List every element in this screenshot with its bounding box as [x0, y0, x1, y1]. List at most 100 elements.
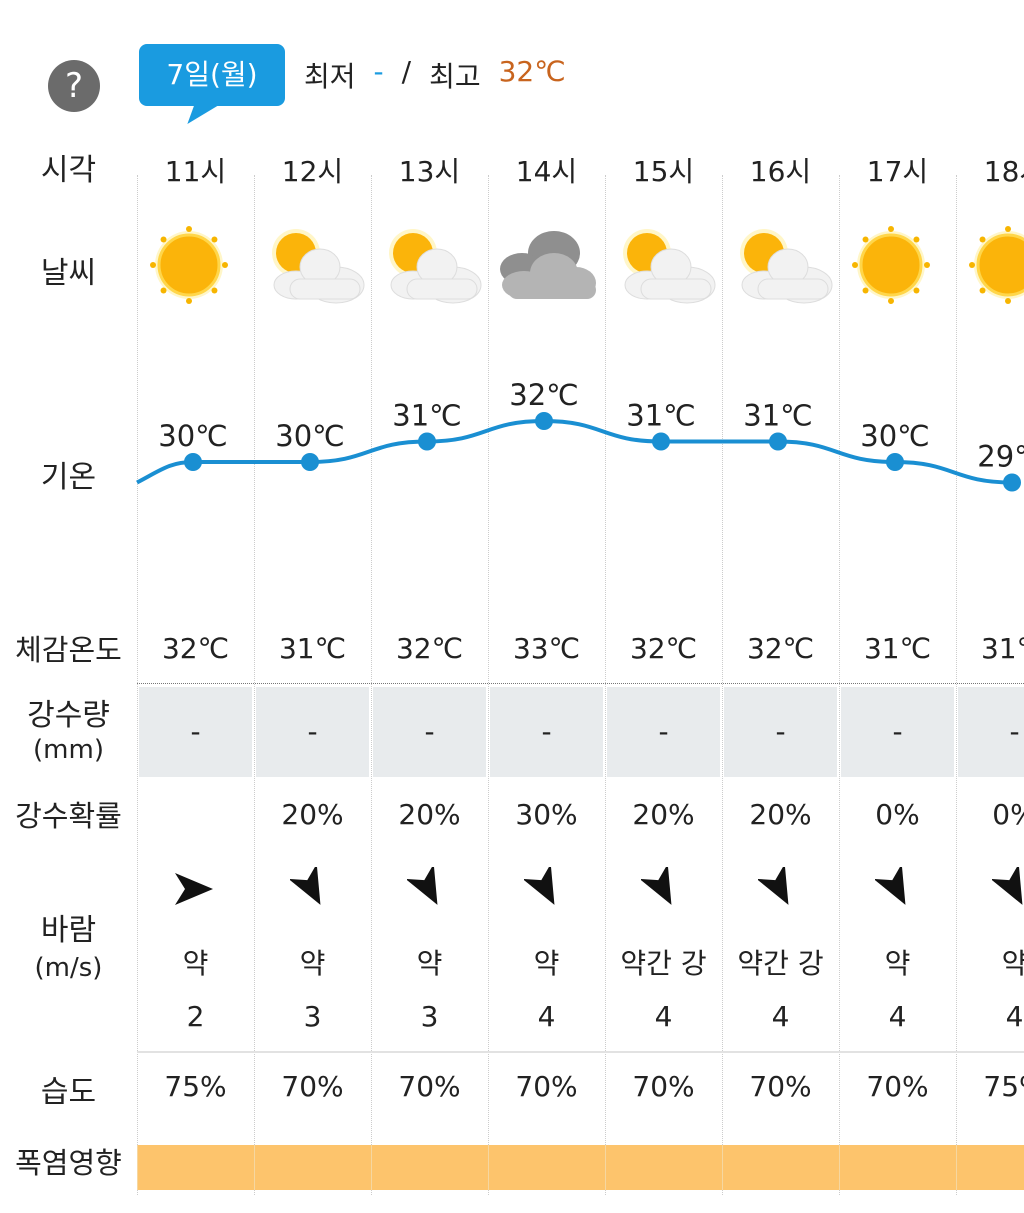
temperature-point [652, 432, 670, 451]
hour-label: 17시 [866, 155, 929, 188]
feels-like: 32℃ [629, 632, 698, 665]
heat-impact-bar [137, 1145, 254, 1190]
wind-speed: 4 [771, 1000, 790, 1033]
label-rain-prob: 강수확률 [15, 799, 122, 833]
rain-probability: 0% [875, 798, 920, 831]
heat-impact-bar [839, 1145, 956, 1190]
label-heat: 폭염영향 [15, 1146, 122, 1180]
temperature-label: 30℃ [275, 419, 344, 453]
partly-cloudy-icon [623, 229, 716, 304]
label-wind-unit: (m/s) [34, 953, 103, 983]
feels-like: 31℃ [980, 632, 1024, 665]
wind-speed: 3 [420, 1000, 439, 1033]
humidity: 70% [281, 1070, 344, 1103]
rain-probability: 20% [749, 798, 812, 831]
wind-speed: 4 [654, 1000, 673, 1033]
column-divider [605, 175, 606, 1195]
temperature-point [535, 412, 553, 430]
label-time: 시각 [40, 153, 97, 188]
temperature-label: 31℃ [392, 399, 461, 433]
separator: / [401, 55, 412, 88]
question-icon: ? [64, 66, 84, 106]
feels-like: 32℃ [161, 632, 230, 665]
temperature-label: 30℃ [860, 419, 929, 453]
rain-amount: - [841, 687, 954, 777]
wind-speed: 3 [303, 1000, 322, 1033]
wind-speed: 4 [888, 1000, 907, 1033]
temperature-line [136, 418, 1013, 485]
rain-probability: 30% [515, 798, 578, 831]
wind-strength: 약 [416, 947, 443, 980]
column-divider [722, 175, 723, 1195]
hour-column: 14시 33℃ - 30% 약 4 70% [488, 150, 605, 1195]
cloudy-icon [500, 231, 596, 299]
rain-amount: - [256, 687, 369, 777]
feels-like: 31℃ [278, 632, 347, 665]
feels-like: 32℃ [746, 632, 815, 665]
label-rain-unit: (mm) [33, 735, 104, 765]
rain-amount: - [490, 687, 603, 777]
hour-label: 13시 [398, 155, 461, 188]
wind-direction-arrow-icon [758, 867, 789, 905]
column-divider [956, 175, 957, 1195]
temperature-point [886, 453, 904, 471]
daily-summary: 최저 - / 최고 32℃ [304, 55, 566, 95]
hour-label: 16시 [749, 155, 812, 188]
hour-label: 18시 [983, 155, 1024, 188]
temperature-label: 29℃ [977, 440, 1024, 474]
column-divider [137, 175, 138, 1195]
rain-amount: - [373, 687, 486, 777]
column-divider [488, 175, 489, 1195]
humidity: 75% [983, 1070, 1024, 1103]
sunny-icon [852, 226, 930, 304]
rain-probability: 20% [281, 798, 344, 831]
divider [137, 1051, 1024, 1053]
temperature-point [1003, 473, 1021, 492]
heat-impact-bar [722, 1145, 839, 1190]
date-badge: 7일(월) [139, 44, 285, 106]
temperature-point [418, 432, 436, 451]
hour-column: 13시 32℃ - 20% 약 3 70% [371, 150, 488, 1195]
wind-strength: 약 [884, 947, 911, 980]
temperature-label: 30℃ [158, 419, 227, 453]
temperature-point [301, 453, 319, 471]
wind-speed: 4 [1005, 1000, 1024, 1033]
divider [137, 683, 1024, 684]
max-value: 32℃ [498, 55, 566, 88]
wind-strength: 약간 강 [620, 947, 707, 980]
label-wind: 바람 [40, 913, 97, 948]
wind-strength: 약 [299, 947, 326, 980]
humidity: 70% [515, 1070, 578, 1103]
wind-strength: 약 [533, 947, 560, 980]
heat-impact-bar [605, 1145, 722, 1190]
humidity: 70% [398, 1070, 461, 1103]
wind-direction-arrow-icon [175, 873, 213, 905]
label-rain-amount: 강수량 [27, 698, 110, 733]
label-humidity: 습도 [40, 1075, 97, 1110]
temperature-label: 32℃ [509, 378, 578, 412]
heat-impact-bar [254, 1145, 371, 1190]
column-divider [254, 175, 255, 1195]
rain-probability: 20% [632, 798, 695, 831]
rain-probability: 20% [398, 798, 461, 831]
feels-like: 31℃ [863, 632, 932, 665]
hour-column: 18시 31℃ - 0% 약 4 75% [956, 150, 1024, 1195]
heat-impact-bar [371, 1145, 488, 1190]
wind-direction-arrow-icon [524, 867, 555, 905]
hour-column: 15시 32℃ - 20% 약간 강 4 70% [605, 150, 722, 1195]
wind-direction-arrow-icon [875, 867, 906, 905]
label-temp: 기온 [40, 460, 97, 495]
column-divider [371, 175, 372, 1195]
label-feels: 체감온도 [15, 633, 122, 667]
help-button[interactable]: ? [48, 60, 100, 112]
rain-probability: 0% [992, 798, 1024, 831]
rain-amount: - [958, 687, 1024, 777]
wind-direction-arrow-icon [641, 867, 672, 905]
partly-cloudy-icon [272, 229, 365, 304]
wind-speed: 4 [537, 1000, 556, 1033]
wind-strength: 약간 강 [737, 947, 824, 980]
humidity: 70% [632, 1070, 695, 1103]
heat-impact-bar [956, 1145, 1024, 1190]
hour-label: 15시 [632, 155, 695, 188]
